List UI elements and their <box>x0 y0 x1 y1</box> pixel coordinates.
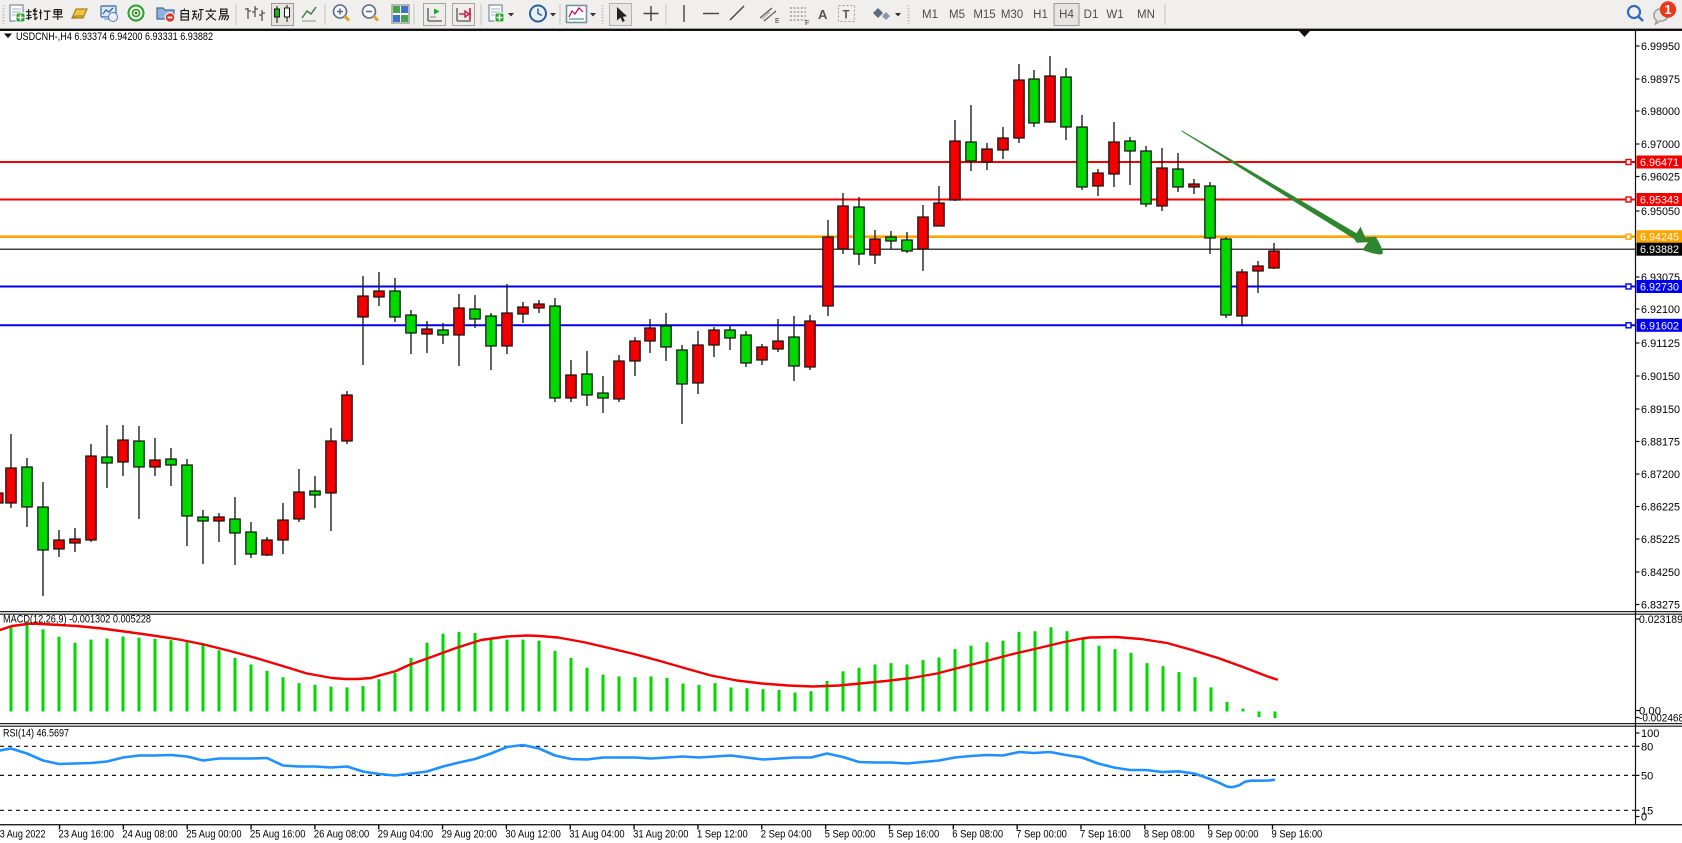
svg-text:6.91125: 6.91125 <box>1641 338 1680 350</box>
svg-text:MACD(12,26,9) -0.001302 0.0052: MACD(12,26,9) -0.001302 0.005228 <box>3 614 151 626</box>
svg-text:6.98000: 6.98000 <box>1641 106 1680 118</box>
svg-text:7 Sep 00:00: 7 Sep 00:00 <box>1016 829 1067 841</box>
svg-text:6 Sep 08:00: 6 Sep 08:00 <box>952 829 1003 841</box>
svg-text:H4: H4 <box>1059 9 1074 21</box>
svg-text:6.96025: 6.96025 <box>1641 172 1680 184</box>
svg-text:31 Aug 20:00: 31 Aug 20:00 <box>633 829 688 841</box>
svg-text:USDCNH-,H4 6.93374 6.94200 6.: USDCNH-,H4 6.93374 6.94200 6.93331 6.938… <box>16 31 213 43</box>
svg-text:6.99950: 6.99950 <box>1641 41 1680 53</box>
svg-text:1: 1 <box>1665 3 1672 17</box>
svg-text:6.90150: 6.90150 <box>1641 371 1680 383</box>
svg-text:M30: M30 <box>1001 9 1023 21</box>
svg-text:RSI(14) 46.5697: RSI(14) 46.5697 <box>3 728 69 740</box>
svg-text:D1: D1 <box>1084 9 1099 21</box>
svg-text:8 Sep 08:00: 8 Sep 08:00 <box>1144 829 1195 841</box>
svg-text:80: 80 <box>1641 741 1653 753</box>
svg-text:6.95343: 6.95343 <box>1640 195 1679 207</box>
svg-text:23 Aug 16:00: 23 Aug 16:00 <box>59 829 114 841</box>
svg-text:-0.002468: -0.002468 <box>1639 713 1682 725</box>
svg-text:31 Aug 04:00: 31 Aug 04:00 <box>569 829 624 841</box>
svg-text:M1: M1 <box>922 9 938 21</box>
svg-text:25 Aug 00:00: 25 Aug 00:00 <box>186 829 241 841</box>
svg-text:6.89150: 6.89150 <box>1641 404 1680 416</box>
svg-text:5 Sep 16:00: 5 Sep 16:00 <box>888 829 939 841</box>
svg-text:2 Sep 04:00: 2 Sep 04:00 <box>761 829 812 841</box>
svg-text:25 Aug 16:00: 25 Aug 16:00 <box>250 829 305 841</box>
svg-text:100: 100 <box>1641 728 1659 740</box>
svg-text:1 Sep 12:00: 1 Sep 12:00 <box>697 829 748 841</box>
svg-text:0.023189: 0.023189 <box>1639 614 1682 626</box>
svg-text:6.87200: 6.87200 <box>1641 469 1680 481</box>
svg-text:6.96471: 6.96471 <box>1640 157 1679 169</box>
svg-text:6.97000: 6.97000 <box>1641 139 1680 151</box>
svg-text:6.95050: 6.95050 <box>1641 206 1680 218</box>
svg-text:9 Sep 00:00: 9 Sep 00:00 <box>1208 829 1259 841</box>
svg-text:F: F <box>805 20 809 27</box>
svg-text:T: T <box>843 10 850 22</box>
svg-text:29 Aug 20:00: 29 Aug 20:00 <box>442 829 497 841</box>
svg-text:6.94245: 6.94245 <box>1640 232 1679 244</box>
svg-text:9 Sep 16:00: 9 Sep 16:00 <box>1272 829 1323 841</box>
svg-text:6.91602: 6.91602 <box>1640 320 1679 332</box>
svg-text:30 Aug 12:00: 30 Aug 12:00 <box>505 829 560 841</box>
svg-text:E: E <box>775 18 780 25</box>
svg-text:15: 15 <box>1641 805 1653 817</box>
svg-text:23 Aug 2022: 23 Aug 2022 <box>0 829 45 841</box>
svg-text:6.84250: 6.84250 <box>1641 567 1680 579</box>
svg-text:6.85225: 6.85225 <box>1641 534 1680 546</box>
svg-text:7 Sep 16:00: 7 Sep 16:00 <box>1080 829 1131 841</box>
svg-text:MN: MN <box>1137 9 1155 21</box>
svg-text:5 Sep 00:00: 5 Sep 00:00 <box>825 829 876 841</box>
svg-text:0.00: 0.00 <box>1639 706 1661 718</box>
svg-text:0: 0 <box>1641 812 1647 824</box>
svg-text:M5: M5 <box>949 9 965 21</box>
svg-text:29 Aug 04:00: 29 Aug 04:00 <box>378 829 433 841</box>
svg-text:M15: M15 <box>973 9 995 21</box>
svg-text:A: A <box>818 7 828 22</box>
svg-text:6.93882: 6.93882 <box>1640 244 1679 256</box>
svg-text:6.88175: 6.88175 <box>1641 437 1680 449</box>
svg-text:26 Aug 08:00: 26 Aug 08:00 <box>314 829 369 841</box>
svg-text:50: 50 <box>1641 770 1653 782</box>
svg-text:W1: W1 <box>1106 9 1123 21</box>
svg-text:24 Aug 08:00: 24 Aug 08:00 <box>122 829 177 841</box>
svg-text:6.98975: 6.98975 <box>1641 74 1680 86</box>
svg-text:6.92100: 6.92100 <box>1641 304 1680 316</box>
svg-text:6.86225: 6.86225 <box>1641 502 1680 514</box>
svg-text:6.92730: 6.92730 <box>1640 282 1679 294</box>
svg-text:6.83275: 6.83275 <box>1641 600 1680 612</box>
svg-text:H1: H1 <box>1033 9 1048 21</box>
